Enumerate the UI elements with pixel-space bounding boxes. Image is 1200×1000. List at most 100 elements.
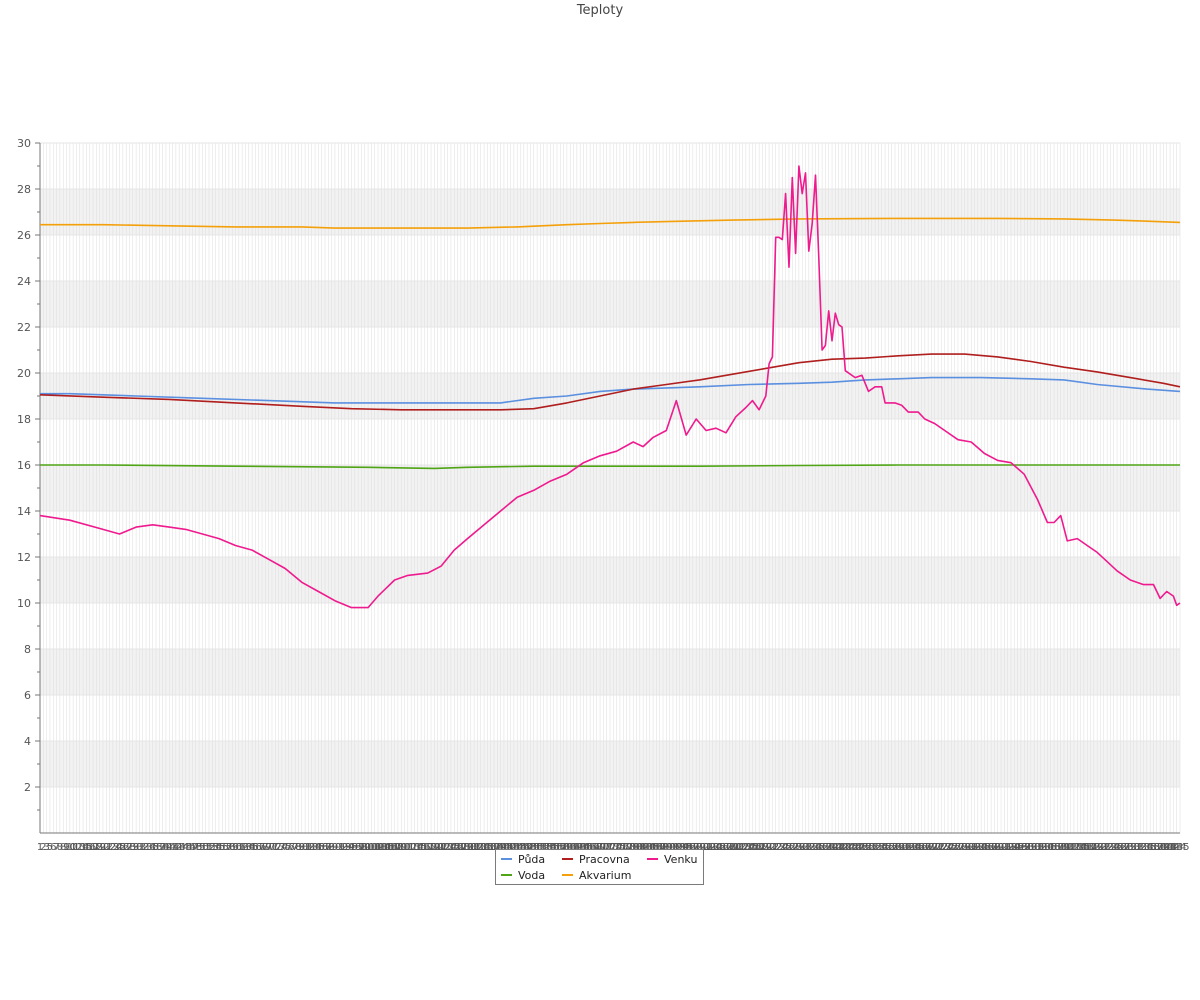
x-tick-label: 238 <box>816 842 835 853</box>
x-tick-label: 113 <box>402 842 421 853</box>
x-tick-label: 150 <box>524 842 543 853</box>
y-tick-label: 14 <box>17 505 31 518</box>
x-tick-label: 136 <box>478 842 497 853</box>
x-tick-label: 83 <box>305 842 318 853</box>
x-tick-label: 44 <box>176 842 189 853</box>
x-tick-label: 142 <box>498 842 517 853</box>
x-tick-label: 52 <box>203 842 216 853</box>
x-tick-label: 6 <box>50 842 56 853</box>
x-tick-label: 101 <box>362 842 381 853</box>
x-tick-label: 115 <box>408 842 427 853</box>
x-tick-label: 306 <box>1041 842 1060 853</box>
x-tick-label: 171 <box>594 842 613 853</box>
x-tick-label: 151 <box>528 842 547 853</box>
x-tick-label: 122 <box>431 842 450 853</box>
x-tick-label: 90 <box>329 842 342 853</box>
x-tick-label: 345 <box>1170 842 1189 853</box>
x-tick-label: 300 <box>1021 842 1040 853</box>
x-tick-label: 233 <box>799 842 818 853</box>
x-tick-label: 207 <box>713 842 732 853</box>
x-tick-label: 193 <box>667 842 686 853</box>
x-tick-label: 191 <box>660 842 679 853</box>
x-tick-label: 163 <box>567 842 586 853</box>
x-tick-label: 237 <box>813 842 832 853</box>
x-tick-label: 59 <box>226 842 239 853</box>
x-tick-label: 303 <box>1031 842 1050 853</box>
x-tick-label: 166 <box>577 842 596 853</box>
x-tick-label: 343 <box>1164 842 1183 853</box>
legend-item-akvarium: Akvarium <box>562 869 631 883</box>
x-tick-label: 143 <box>501 842 520 853</box>
x-tick-label: 97 <box>352 842 365 853</box>
x-tick-label: 188 <box>650 842 669 853</box>
x-tick-label: 120 <box>425 842 444 853</box>
x-tick-label: 60 <box>229 842 242 853</box>
x-tick-label: 180 <box>624 842 643 853</box>
x-tick-label: 324 <box>1101 842 1120 853</box>
x-tick-label: 230 <box>789 842 808 853</box>
x-tick-label: 211 <box>726 842 745 853</box>
x-tick-label: 280 <box>955 842 974 853</box>
x-tick-label: 256 <box>876 842 895 853</box>
x-tick-label: 75 <box>279 842 292 853</box>
x-tick-label: 84 <box>309 842 322 853</box>
x-tick-label: 228 <box>783 842 802 853</box>
x-tick-label: 124 <box>438 842 457 853</box>
x-tick-label: 186 <box>644 842 663 853</box>
x-tick-label: 291 <box>991 842 1010 853</box>
x-tick-label: 167 <box>581 842 600 853</box>
x-tick-label: 168 <box>584 842 603 853</box>
x-tick-label: 242 <box>829 842 848 853</box>
x-tick-label: 257 <box>879 842 898 853</box>
x-tick-label: 234 <box>803 842 822 853</box>
x-tick-label: 82 <box>302 842 315 853</box>
legend-label: Venku <box>664 853 698 866</box>
x-tick-label: 118 <box>418 842 437 853</box>
x-tick-label: 62 <box>236 842 249 853</box>
x-tick-label: 34 <box>143 842 156 853</box>
x-tick-label: 203 <box>700 842 719 853</box>
x-tick-label: 10 <box>63 842 76 853</box>
y-tick-label: 6 <box>24 689 31 702</box>
x-tick-label: 255 <box>872 842 891 853</box>
x-tick-label: 70 <box>262 842 275 853</box>
x-tick-label: 11 <box>67 842 80 853</box>
x-tick-label: 316 <box>1074 842 1093 853</box>
x-tick-label: 308 <box>1048 842 1067 853</box>
x-tick-label: 278 <box>948 842 967 853</box>
x-tick-label: 104 <box>372 842 391 853</box>
x-tick-label: 98 <box>355 842 368 853</box>
legend-label: Pracovna <box>579 853 630 866</box>
x-tick-label: 265 <box>905 842 924 853</box>
x-tick-label: 85 <box>312 842 325 853</box>
x-tick-label: 57 <box>219 842 232 853</box>
x-tick-label: 285 <box>972 842 991 853</box>
x-tick-label: 49 <box>193 842 206 853</box>
x-tick-label: 194 <box>670 842 689 853</box>
x-tick-label: 164 <box>571 842 590 853</box>
x-tick-label: 235 <box>806 842 825 853</box>
x-tick-label: 243 <box>832 842 851 853</box>
x-tick-label: 218 <box>750 842 769 853</box>
x-tick-label: 293 <box>998 842 1017 853</box>
x-tick-label: 217 <box>746 842 765 853</box>
x-tick-label: 8 <box>57 842 63 853</box>
y-tick-label: 28 <box>17 183 31 196</box>
x-tick-label: 19 <box>93 842 106 853</box>
x-tick-label: 296 <box>1008 842 1027 853</box>
x-tick-label: 91 <box>332 842 345 853</box>
x-tick-label: 63 <box>239 842 252 853</box>
x-tick-label: 43 <box>173 842 186 853</box>
x-tick-label: 56 <box>216 842 229 853</box>
x-tick-label: 109 <box>388 842 407 853</box>
x-tick-label: 127 <box>448 842 467 853</box>
x-tick-label: 13 <box>73 842 86 853</box>
x-tick-label: 182 <box>630 842 649 853</box>
x-tick-label: 77 <box>285 842 298 853</box>
x-tick-label: 65 <box>246 842 259 853</box>
axes <box>35 142 1180 834</box>
x-tick-label: 16 <box>83 842 96 853</box>
x-tick-label: 304 <box>1035 842 1054 853</box>
legend-item-pracovna: Pracovna <box>562 853 630 867</box>
x-tick-label: 165 <box>574 842 593 853</box>
